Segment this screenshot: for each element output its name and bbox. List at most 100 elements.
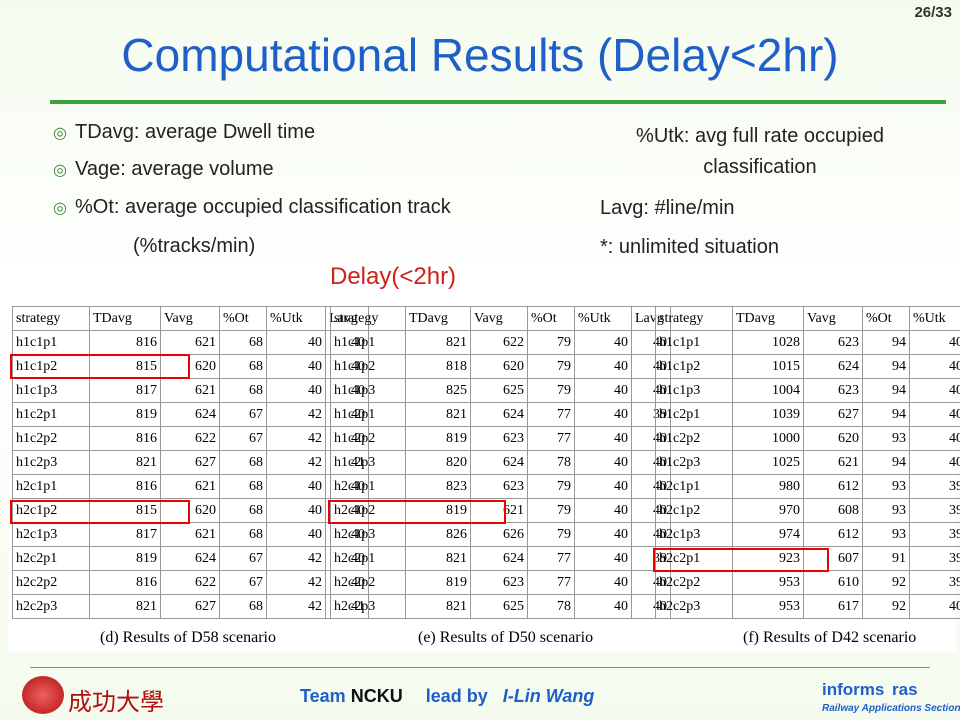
column-header: %Ot [862,306,910,331]
cell: 40 [909,378,960,403]
title-rule [50,100,946,104]
note: Lavg: #line/min [600,197,735,219]
cell: 40 [266,330,326,355]
results-table: strategyTDavgVavg%Ot%UtkLavgh1c1p1102862… [655,306,960,619]
highlight-box [328,499,506,524]
cell: 79 [527,354,575,379]
cell: h2c1p3 [655,522,733,547]
cell: 79 [527,330,575,355]
cell: 94 [862,402,910,427]
cell: 1028 [732,330,804,355]
cell: 953 [732,570,804,595]
cell: 625 [470,378,528,403]
cell: 626 [470,522,528,547]
cell: h2c2p3 [330,594,406,619]
cell: 974 [732,522,804,547]
cell: 825 [405,378,471,403]
cell: h2c1p2 [655,498,733,523]
cell: 623 [470,474,528,499]
cell: 624 [803,354,863,379]
cell: 40 [266,354,326,379]
cell: 40 [574,426,632,451]
column-header: Vavg [470,306,528,331]
cell: 42 [266,450,326,475]
cell: 68 [219,330,267,355]
column-header: TDavg [732,306,804,331]
cell: h2c2p3 [12,594,90,619]
cell: 821 [89,594,161,619]
cell: 623 [803,378,863,403]
table-row: h2c1p2970608933940 [655,498,960,523]
cell: 819 [405,570,471,595]
footer-lead: lead by [425,686,488,706]
cell: h2c2p1 [655,546,733,571]
cell: 40 [909,354,960,379]
cell: 607 [803,546,863,571]
table-row: h2c1p3 826 626 79 40 40 [330,522,671,547]
column-header: strategy [655,306,733,331]
cell: 40 [574,354,632,379]
cell: 826 [405,522,471,547]
cell: 815 [89,498,161,523]
table-row: h1c2p11039627944040 [655,402,960,427]
cell: 67 [219,402,267,427]
column-header: %Ot [219,306,267,331]
cell: h1c1p3 [12,378,90,403]
footer-team-name: NCKU [350,686,403,706]
logo-section: Railway Applications Section [822,703,960,714]
cell: 40 [574,546,632,571]
cell: 816 [89,474,161,499]
cell: 621 [803,450,863,475]
cell: 40 [266,498,326,523]
cell: h1c2p1 [330,402,406,427]
cell: 40 [574,570,632,595]
cell: 40 [909,594,960,619]
table-row: h1c2p2 819 623 77 40 40 [330,426,671,451]
note: %Utk: avg full rate occupied [636,125,884,147]
column-header: Vavg [160,306,220,331]
cell: 68 [219,594,267,619]
cell: 819 [89,546,161,571]
cell: 1039 [732,402,804,427]
cell: 620 [470,354,528,379]
cell: 821 [405,402,471,427]
cell: h2c2p1 [330,546,406,571]
cell: h2c1p3 [12,522,90,547]
cell: 40 [574,402,632,427]
cell: 39 [909,498,960,523]
cell: 78 [527,450,575,475]
cell: 627 [803,402,863,427]
cell: 820 [405,450,471,475]
cell: 40 [574,378,632,403]
cell: 623 [803,330,863,355]
cell: 40 [909,426,960,451]
cell: 1025 [732,450,804,475]
cell: 42 [266,546,326,571]
table-row: h1c1p3 817 621 68 40 40 [12,378,369,403]
column-header: strategy [330,306,406,331]
cell: 79 [527,498,575,523]
cell: h1c2p1 [655,402,733,427]
cell: h2c2p1 [12,546,90,571]
cell: 610 [803,570,863,595]
cell: h1c2p2 [12,426,90,451]
table-row: h1c2p2 816 622 67 42 40 [12,426,369,451]
logo-flower [22,676,64,714]
logo-informs: informs [822,680,885,699]
cell: h1c1p3 [655,378,733,403]
cell: h2c2p2 [655,570,733,595]
bullet: TDavg: average Dwell time [53,121,315,144]
cell: 40 [574,330,632,355]
cell: 77 [527,546,575,571]
table-row: h1c2p3 821 627 68 42 41 [12,450,369,475]
table-row: h2c1p1 816 621 68 40 40 [12,474,369,499]
cell: h1c2p3 [655,450,733,475]
cell: h1c2p3 [330,450,406,475]
cell: h1c1p2 [655,354,733,379]
cell: h2c1p1 [330,474,406,499]
table-row: h1c2p3 820 624 78 40 40 [330,450,671,475]
cell: 68 [219,474,267,499]
table-row: h2c2p2 819 623 77 40 40 [330,570,671,595]
